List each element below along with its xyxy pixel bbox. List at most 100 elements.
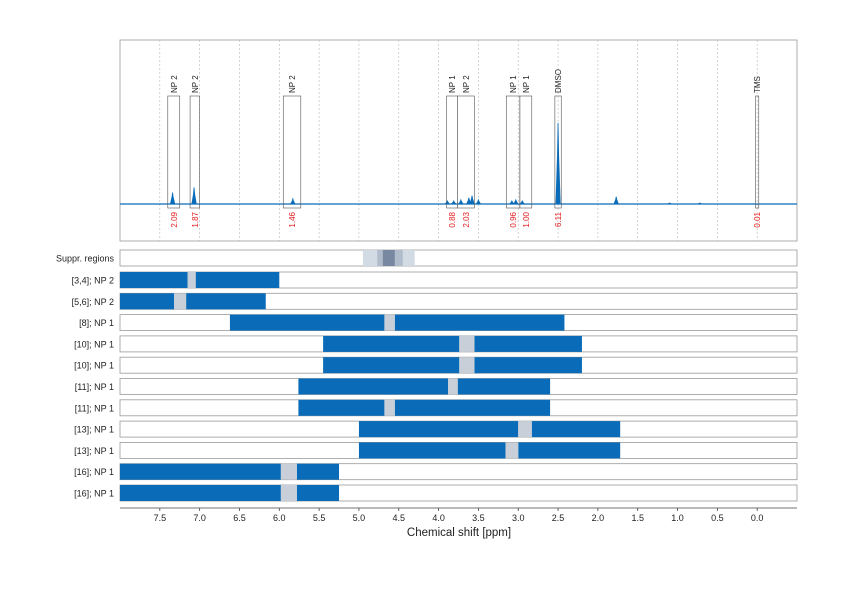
fragment-segment-0-0 [120,272,188,288]
spectrum-peak-15 [697,202,703,205]
x-tick-label-4: 5.5 [313,513,326,523]
suppression-region-dark [382,250,395,266]
integral-value-4: 2.03 [462,211,471,227]
fragment-segment-4-1 [474,357,582,374]
integral-value-0: 2.09 [170,211,179,227]
x-tick-label-7: 4.0 [432,513,445,523]
fragment-rows-panel: Suppr. regions [3,4]; NP 2 [5,6]; NP 2 [8];… [56,249,798,502]
fragment-gap-7 [518,421,532,438]
fragment-gap-2 [384,314,395,331]
fragment-row-label-2: [8]; NP 1 [79,318,114,328]
fragment-row-label-6: [11]; NP 1 [75,403,114,413]
fragment-row-label-10: [16]; NP 1 [74,489,114,499]
suppression-row-frame [119,249,798,267]
integration-box-4 [457,95,475,209]
x-tick-label-6: 4.5 [393,513,406,523]
integration-box-6 [519,95,533,209]
peak-assignment-label-6: NP 1 [522,75,531,93]
fragment-segment-7-0 [358,421,519,438]
spectrum-peak-2 [289,197,296,205]
x-tick-label-1: 7.0 [193,513,206,523]
spectrum-peak-13 [613,196,619,205]
peak-assignment-label-7: DMSO [554,69,563,93]
x-tick-label-9: 3.0 [512,513,525,523]
fragment-segment-3-0 [323,335,460,352]
integration-box-3 [446,95,459,209]
fragment-segment-6-0 [298,399,385,416]
fragment-gap-6 [384,399,395,416]
fragment-segment-2-1 [394,314,565,331]
spectrum-peak-10 [512,198,519,205]
x-axis-label: Chemical shift [ppm] [407,527,511,539]
fragment-row-label-1: [5,6]; NP 2 [72,297,114,307]
fragment-segment-3-1 [474,335,582,352]
fragment-segment-8-1 [518,442,621,459]
fragment-row-label-0: [3,4]; NP 2 [72,276,114,286]
x-tick-label-0: 7.5 [154,513,167,523]
fragment-row-label-4: [10]; NP 1 [74,361,114,371]
x-tick-label-13: 1.0 [671,513,684,523]
spectrum-peak-7 [469,195,475,205]
fragment-gap-8 [505,442,519,459]
integral-value-1: 1.87 [191,211,200,227]
fragment-segment-1-0 [120,293,175,310]
spectrum-peak-4 [450,199,457,205]
spectrum-peak-14 [667,202,672,205]
fragment-segment-5-1 [457,378,551,395]
integral-value-6: 1.00 [522,211,531,227]
peak-assignment-label-0: NP 2 [170,75,179,93]
peak-assignment-label-1: NP 2 [191,75,200,93]
integral-value-8: 0.01 [753,211,762,227]
x-tick-label-14: 0.5 [711,513,724,523]
spectrum-peak-12 [555,122,561,205]
spectrum-panel: NP 2 2.09 NP 2 1.87 NP 2 1.46 NP 1 0.88 NP 2 2.03… [119,39,798,242]
spectrum-peak-9 [508,199,515,205]
integral-value-5: 0.96 [509,211,518,227]
spectrum-peak-1 [191,187,197,205]
x-tick-label-2: 6.5 [233,513,246,523]
fragment-row-label-8: [13]; NP 1 [74,446,114,456]
x-tick-label-10: 2.5 [552,513,565,523]
fragment-segment-6-1 [394,399,551,416]
x-tick-label-5: 5.0 [353,513,366,523]
fragment-segment-10-0 [120,485,281,501]
fragment-row-label-3: [10]; NP 1 [74,339,114,349]
x-tick-label-15: 0.0 [751,513,764,523]
peak-assignment-label-2: NP 2 [288,75,297,93]
fragment-row-label-5: [11]; NP 1 [75,382,114,392]
fragment-gap-1 [174,293,187,310]
spectrum-peak-5 [457,198,464,205]
integration-box-7 [554,95,562,209]
peak-assignment-label-4: NP 2 [462,75,471,93]
fragment-gap-4 [459,357,475,374]
fragment-segment-10-1 [296,485,340,501]
fragment-segment-9-0 [120,463,281,480]
peak-assignment-label-5: NP 1 [509,75,518,93]
fragment-gap-3 [459,335,475,352]
integration-box-2 [282,95,302,209]
integral-value-3: 0.88 [448,211,457,227]
integration-box-0 [167,95,181,209]
fragment-segment-5-0 [298,378,449,395]
fragment-row-label-7: [13]; NP 1 [74,425,114,435]
spectrum-peak-0 [169,192,176,205]
x-tick-label-12: 1.5 [631,513,644,523]
fragment-gap-0 [187,272,196,288]
integration-box-8 [755,95,760,209]
fragment-segment-4-0 [323,357,460,374]
integral-value-7: 6.11 [554,211,563,227]
peak-assignment-label-3: NP 1 [448,75,457,93]
spectrum-peak-8 [475,198,482,205]
x-tick-label-8: 3.5 [472,513,485,523]
fragment-row-label-9: [16]; NP 1 [74,467,114,477]
integral-value-2: 1.46 [288,211,297,227]
x-axis: 7.5 7.0 6.5 6.0 5.5 5.0 4.5 4.0 3.5 3.0 2.5 2.0 1.5 1… [120,507,797,523]
fragment-segment-2-0 [229,314,385,331]
x-tick-label-3: 6.0 [273,513,286,523]
fragment-segment-8-0 [358,442,506,459]
fragment-gap-9 [280,463,297,480]
spectrum-peak-3 [444,199,451,205]
fragment-segment-1-1 [186,293,266,310]
peak-assignment-label-8: TMS [753,76,762,93]
